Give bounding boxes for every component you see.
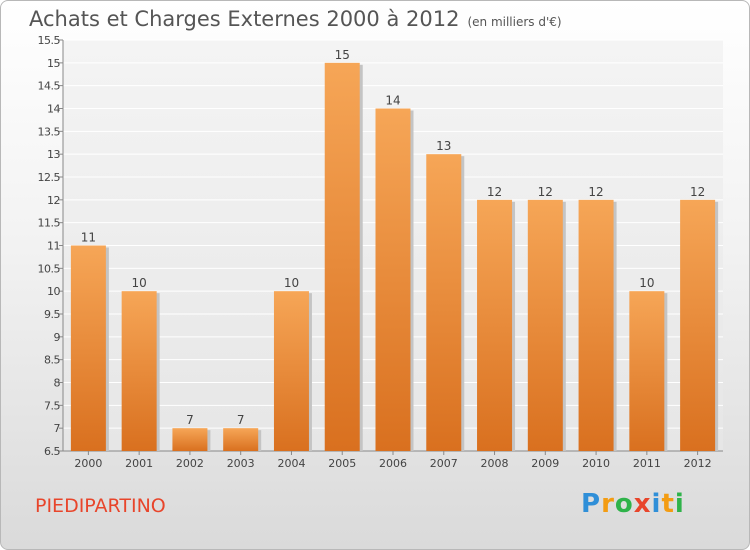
y-tick-label: 10.5 (38, 262, 61, 275)
chart-title-text: Achats et Charges Externes 2000 à 2012 (29, 7, 460, 31)
x-tick-label: 2000 (74, 457, 102, 470)
bar (273, 291, 309, 451)
y-tick-label: 13.5 (38, 125, 61, 138)
bar (629, 291, 665, 451)
data-label: 13 (436, 139, 451, 153)
logo-letter: x (633, 489, 652, 519)
x-tick-label: 2012 (684, 457, 712, 470)
data-label: 10 (132, 276, 147, 290)
bar (121, 291, 157, 451)
data-label: 11 (81, 231, 96, 245)
x-tick-label: 2010 (582, 457, 610, 470)
y-tick-label: 9.5 (44, 308, 60, 321)
y-tick-label: 14 (47, 103, 60, 116)
x-tick-label: 2003 (227, 457, 255, 470)
x-tick-label: 2007 (430, 457, 458, 470)
logo-letter: P (581, 489, 602, 519)
x-tick-label: 2001 (125, 457, 153, 470)
logo-letter: r (601, 489, 615, 519)
bar (527, 199, 563, 451)
logo-letter: i (651, 489, 662, 519)
x-tick-label: 2004 (277, 457, 305, 470)
y-tick-label: 14.5 (38, 80, 61, 93)
commune-name: PIEDIPARTINO (35, 495, 166, 517)
y-tick-label: 11 (47, 240, 60, 253)
data-label: 10 (284, 276, 299, 290)
data-label: 7 (237, 413, 245, 427)
logo-letter: i (674, 489, 685, 519)
data-label: 12 (487, 185, 502, 199)
y-tick-label: 12 (47, 194, 60, 207)
bar (375, 108, 411, 451)
data-label: 10 (639, 276, 654, 290)
data-label: 12 (538, 185, 553, 199)
y-tick-label: 9 (54, 331, 61, 344)
data-label: 14 (385, 94, 400, 108)
y-tick-label: 7 (54, 422, 61, 435)
y-tick-label: 8.5 (44, 354, 60, 367)
bar (477, 199, 513, 451)
bar (578, 199, 614, 451)
bar (223, 428, 259, 451)
logo-letter: o (614, 489, 634, 519)
x-tick-label: 2006 (379, 457, 407, 470)
x-tick-label: 2002 (176, 457, 204, 470)
data-label: 7 (186, 413, 194, 427)
plot-area: 6.5 7 7.5 8 8.5 9 9.5 10 10.5 11 11.5 12 12.5 13 13.5 1… (38, 34, 723, 470)
data-label: 12 (588, 185, 603, 199)
x-tick-label: 2005 (328, 457, 356, 470)
bar (426, 154, 462, 451)
bar (680, 199, 716, 451)
y-tick-label: 15.5 (38, 34, 61, 47)
y-tick-label: 6.5 (44, 445, 60, 458)
logo-letter: t (661, 489, 675, 519)
bar (324, 62, 360, 451)
proxiti-logo: Proxiti (581, 489, 685, 519)
y-tick-label: 11.5 (38, 217, 61, 230)
y-tick-label: 7.5 (44, 399, 60, 412)
bar (70, 245, 106, 451)
x-tick-label: 2008 (481, 457, 509, 470)
chart-subtitle: (en milliers d'€) (467, 15, 562, 29)
y-tick-label: 8 (54, 377, 61, 390)
chart-title: Achats et Charges Externes 2000 à 2012 (e… (29, 7, 562, 31)
bar (172, 428, 208, 451)
y-tick-label: 15 (47, 57, 60, 70)
data-label: 12 (690, 185, 705, 199)
y-tick-label: 10 (47, 285, 60, 298)
y-tick-label: 13 (47, 148, 60, 161)
y-tick-label: 12.5 (38, 171, 61, 184)
data-label: 15 (335, 48, 350, 62)
x-tick-label: 2011 (633, 457, 661, 470)
x-tick-label: 2009 (531, 457, 559, 470)
